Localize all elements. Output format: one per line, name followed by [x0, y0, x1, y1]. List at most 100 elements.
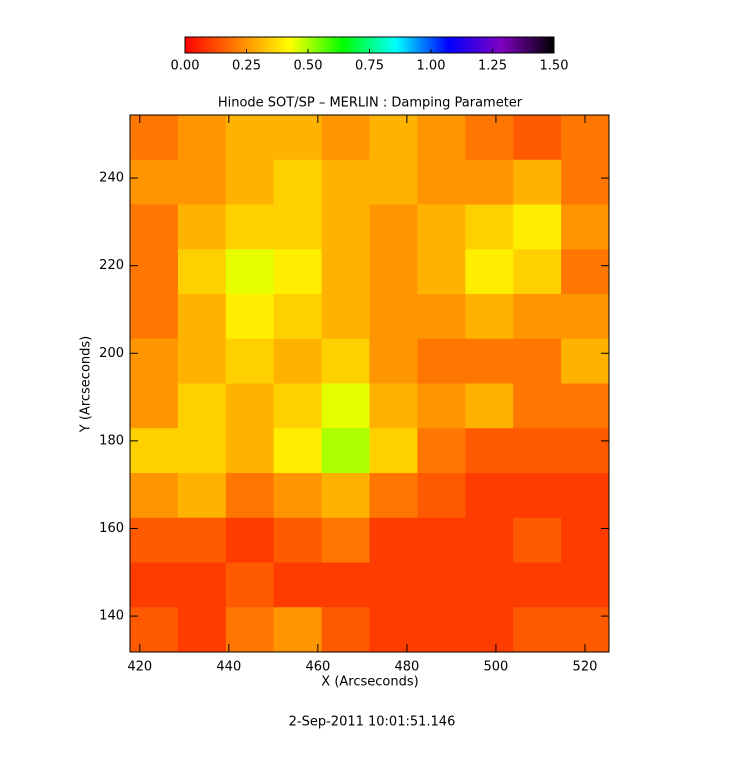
heat-cell [225, 338, 275, 384]
heat-cell [130, 473, 179, 519]
heat-cell [417, 517, 466, 563]
heat-cell [130, 607, 179, 653]
heat-cell [273, 383, 323, 429]
heat-cell [273, 204, 323, 250]
heat-cell [225, 517, 275, 563]
heat-cell [177, 607, 227, 653]
heat-cell [561, 159, 610, 205]
heat-cell [321, 383, 370, 429]
heat-cell [177, 517, 227, 563]
heat-cell [273, 562, 323, 608]
heat-cell [369, 517, 418, 563]
heat-cell [513, 428, 562, 474]
heat-cell [465, 473, 514, 519]
heat-cell [369, 159, 418, 205]
heat-cell [321, 159, 370, 205]
footer-date: 2-Sep-2011 10:01:51.146 [289, 715, 456, 730]
heat-cell [273, 159, 323, 205]
heat-cell [369, 473, 418, 519]
heat-cell [225, 428, 275, 474]
heat-cell [369, 338, 418, 384]
heat-cell [513, 159, 562, 205]
heat-cell [465, 383, 514, 429]
heat-cell [321, 607, 370, 653]
x-tick-label: 460 [305, 660, 330, 675]
heat-cell [561, 473, 610, 519]
heat-cell [417, 562, 466, 608]
heat-cell [465, 607, 514, 653]
heat-cell [225, 607, 275, 653]
heat-cell [177, 428, 227, 474]
heat-cell [465, 249, 514, 295]
y-tick-label: 160 [99, 521, 124, 536]
colorbar-tick-label: 1.50 [540, 59, 569, 74]
heat-cell [417, 159, 466, 205]
heat-cell [465, 204, 514, 250]
heat-cell [513, 294, 562, 340]
heat-cell [273, 473, 323, 519]
heat-cell [561, 338, 610, 384]
heat-cell [417, 428, 466, 474]
heat-cell [417, 204, 466, 250]
heat-cell [321, 294, 370, 340]
colorbar-tick-label: 0.50 [294, 59, 323, 74]
heat-cell [369, 383, 418, 429]
heat-cell [369, 249, 418, 295]
heat-cell [177, 159, 227, 205]
heat-cell [273, 338, 323, 384]
y-tick-label: 240 [99, 171, 124, 186]
heat-cell [417, 383, 466, 429]
plot-frame [129, 114, 610, 653]
heat-cell [273, 294, 323, 340]
heat-cell [513, 115, 562, 161]
heat-cell [369, 294, 418, 340]
x-tick-label: 440 [216, 660, 241, 675]
heat-cell [321, 473, 370, 519]
heat-cell [225, 473, 275, 519]
heat-cell [465, 562, 514, 608]
heat-cell [130, 294, 179, 340]
heat-cell [273, 607, 323, 653]
heat-cell [465, 115, 514, 161]
heat-cell [177, 473, 227, 519]
heat-cell [369, 428, 418, 474]
heat-cell [225, 115, 275, 161]
y-tick-label: 180 [99, 433, 124, 448]
heat-cell [561, 428, 610, 474]
heat-cell [417, 338, 466, 384]
heat-cell [177, 115, 227, 161]
heat-cell [130, 383, 179, 429]
chart-title: Hinode SOT/SP – MERLIN : Damping Paramet… [218, 96, 523, 111]
heat-cell [561, 204, 610, 250]
colorbar-tick-label: 0.25 [232, 59, 261, 74]
heat-cell [225, 294, 275, 340]
heat-cell [321, 249, 370, 295]
heat-cell [513, 517, 562, 563]
heat-cell [130, 562, 179, 608]
heat-cell [130, 115, 179, 161]
heat-cell [513, 562, 562, 608]
heat-cell [225, 383, 275, 429]
heat-cell [561, 562, 610, 608]
x-tick-label: 480 [394, 660, 419, 675]
x-axis-label: X (Arcseconds) [321, 675, 418, 690]
heat-cell [513, 204, 562, 250]
heat-cell [130, 159, 179, 205]
heat-cell [465, 294, 514, 340]
heat-cell [417, 115, 466, 161]
heat-cell [321, 115, 370, 161]
heat-cell [417, 473, 466, 519]
heat-cell [369, 607, 418, 653]
x-tick-label: 420 [127, 660, 152, 675]
heat-cell [513, 473, 562, 519]
heat-cell [225, 159, 275, 205]
heat-cell [130, 338, 179, 384]
heat-cell [321, 338, 370, 384]
heat-cell [417, 607, 466, 653]
heat-cell [273, 115, 323, 161]
y-axis-label: Y (Arcseconds) [79, 336, 94, 433]
heat-cell [369, 204, 418, 250]
colorbar-tick-label: 0.75 [355, 59, 384, 74]
heat-cell [417, 249, 466, 295]
